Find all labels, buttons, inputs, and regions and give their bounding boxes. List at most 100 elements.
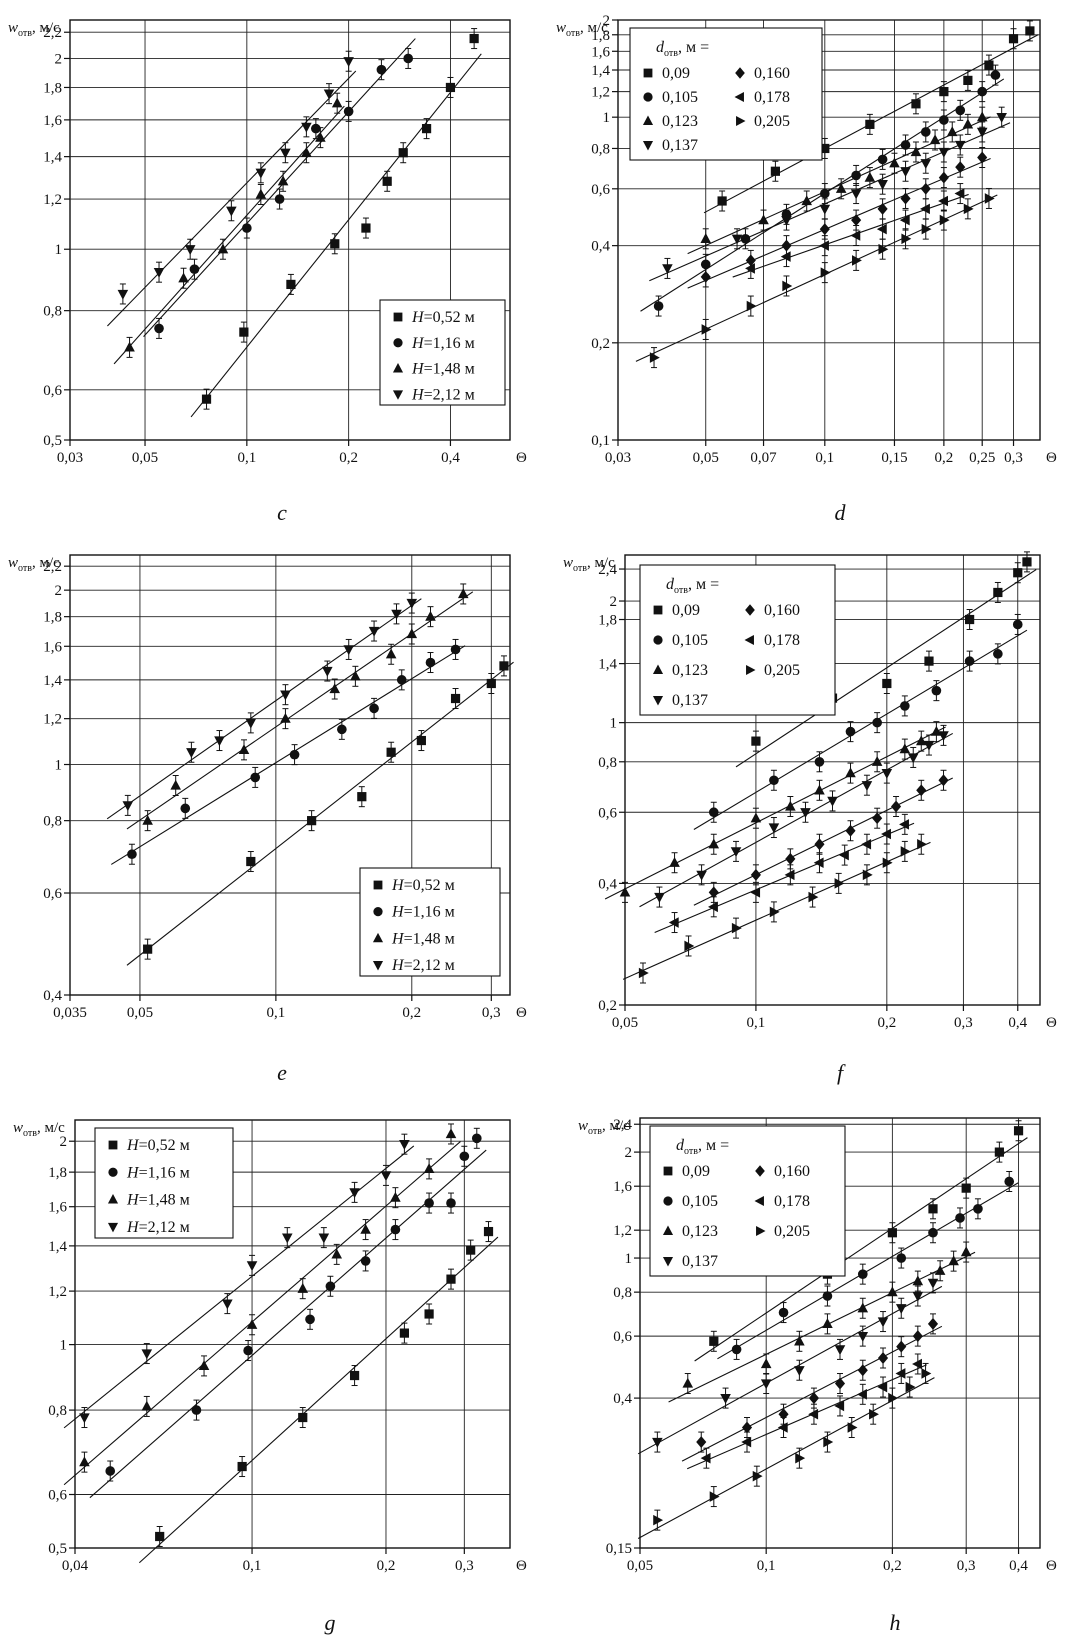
- data-point: [834, 1377, 846, 1390]
- legend-marker: [642, 115, 654, 125]
- data-point: [416, 735, 426, 746]
- series-triangle-right: [635, 187, 998, 369]
- data-point: [198, 1360, 210, 1371]
- x-tick-label: 0,2: [877, 1015, 896, 1031]
- legend-entry: H=1,16 м: [126, 1164, 190, 1181]
- data-point: [895, 1368, 906, 1379]
- data-point: [769, 906, 780, 918]
- data-point: [912, 1330, 923, 1343]
- y-tick-label: 0,6: [43, 383, 62, 399]
- legend-marker: [662, 1225, 674, 1235]
- series-diamond: [693, 769, 953, 906]
- data-point: [425, 610, 436, 621]
- data-point: [315, 131, 326, 142]
- y-tick-label: 1,2: [43, 712, 62, 728]
- series-square: [190, 28, 482, 418]
- data-point: [770, 166, 780, 176]
- data-point: [781, 239, 792, 252]
- data-point: [845, 767, 856, 778]
- data-point: [820, 267, 831, 278]
- fit-line: [126, 661, 514, 966]
- panel-label-g: g: [325, 1610, 336, 1635]
- y-tick-label: 1,8: [43, 610, 62, 626]
- data-point: [887, 1286, 898, 1297]
- data-point: [700, 1452, 711, 1464]
- data-point: [938, 731, 949, 742]
- data-point: [923, 740, 935, 751]
- data-point: [750, 887, 761, 898]
- data-point: [915, 735, 927, 746]
- y-tick-label: 1: [60, 1338, 68, 1354]
- y-tick-label: 0,6: [591, 182, 610, 198]
- data-point: [861, 781, 873, 791]
- data-point: [758, 214, 769, 225]
- y-tick-label: 2: [625, 1145, 633, 1161]
- y-tick-label: 0,1: [591, 433, 610, 449]
- data-point: [901, 233, 912, 245]
- legend-entry: 0,09: [672, 602, 700, 619]
- data-point: [360, 1223, 371, 1234]
- data-point: [899, 214, 910, 226]
- data-point: [396, 675, 407, 685]
- y-tick-label: 0,4: [43, 988, 62, 1004]
- data-point: [820, 143, 830, 154]
- x-tick-label: 0,05: [132, 450, 158, 466]
- data-point: [382, 176, 392, 186]
- legend-entry: H=1,16 м: [391, 904, 455, 921]
- legend-title: dотв, м =: [676, 1137, 729, 1157]
- data-point: [301, 146, 312, 157]
- y-tick-label: 0,8: [613, 1285, 632, 1301]
- panel-label-d: d: [835, 500, 847, 525]
- fit-line: [126, 591, 474, 830]
- data-point: [117, 289, 129, 300]
- data-point: [331, 97, 343, 108]
- data-point: [343, 645, 355, 656]
- legend-marker: [107, 1194, 119, 1204]
- y-tick-label: 1,2: [48, 1284, 67, 1300]
- series-triangle-down: [649, 106, 1011, 282]
- legend-title: dотв, м =: [666, 576, 719, 596]
- y-tick-label: 2: [60, 1134, 68, 1150]
- data-point: [79, 1456, 90, 1467]
- data-point: [250, 772, 261, 783]
- x-tick-label: 0,1: [747, 1015, 766, 1031]
- series-square: [703, 20, 1039, 214]
- x-tick-label: 0,05: [612, 1015, 638, 1031]
- data-point: [794, 1335, 805, 1346]
- data-point: [927, 1278, 939, 1289]
- legend-marker: [373, 907, 383, 917]
- legend-marker: [653, 635, 663, 645]
- x-tick-label: 0,3: [482, 1005, 501, 1021]
- y-axis-label: wотв, м/с: [556, 20, 608, 39]
- legend-entry: 0,123: [682, 1223, 718, 1240]
- data-point: [834, 878, 845, 889]
- series-circle: [143, 38, 416, 339]
- legend-marker: [393, 312, 403, 322]
- data-point: [813, 857, 824, 869]
- legend-marker: [652, 664, 664, 674]
- x-tick-label: 0,1: [815, 450, 834, 466]
- legend-entry: 0,105: [672, 632, 708, 649]
- data-point: [784, 869, 795, 881]
- data-point: [424, 1309, 434, 1319]
- legend-marker: [653, 605, 663, 615]
- legend-entry: 0,205: [754, 113, 790, 130]
- data-point: [990, 70, 1001, 80]
- data-point: [1013, 1126, 1024, 1136]
- y-tick-label: 1,8: [48, 1165, 67, 1181]
- fit-line: [732, 193, 969, 278]
- data-point: [900, 192, 911, 205]
- y-tick-label: 1,6: [613, 1179, 632, 1195]
- data-point: [760, 1379, 772, 1390]
- legend-marker: [373, 880, 383, 890]
- data-point: [881, 768, 893, 779]
- data-point: [946, 126, 958, 137]
- data-point: [751, 736, 761, 746]
- data-point: [954, 140, 966, 151]
- legend-marker: [756, 1225, 766, 1237]
- data-point: [246, 856, 256, 867]
- data-point: [814, 838, 825, 851]
- x-tick-label: 0,3: [1004, 450, 1023, 466]
- legend-entry: H=1,16 м: [411, 335, 475, 352]
- data-point: [280, 148, 291, 159]
